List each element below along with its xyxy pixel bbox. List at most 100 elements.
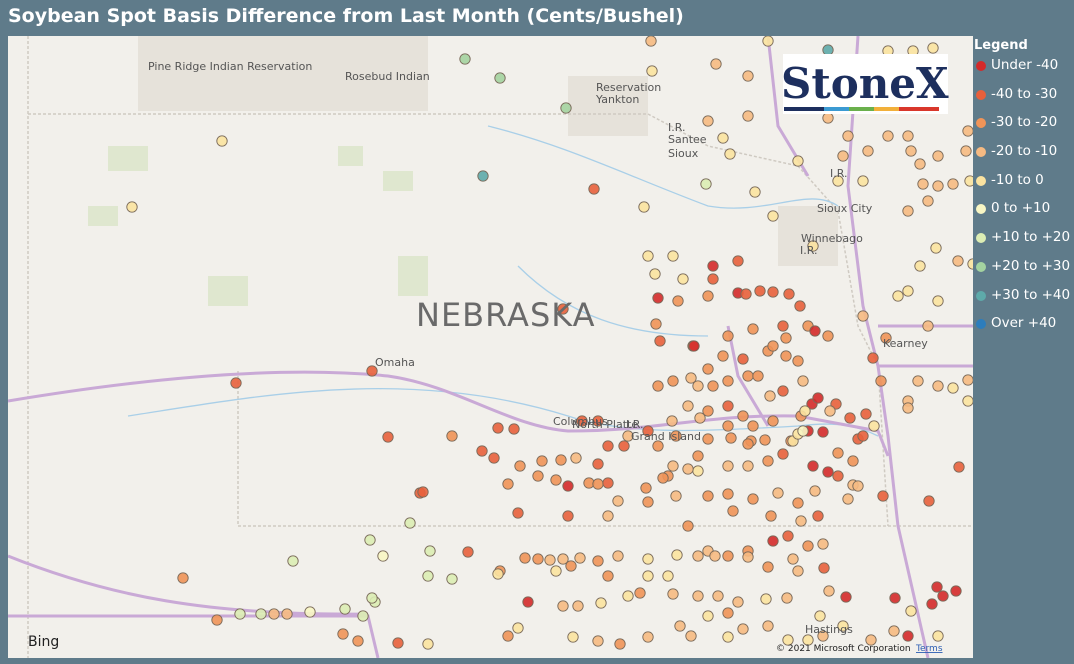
location-dot[interactable] — [857, 175, 869, 187]
location-dot[interactable] — [762, 620, 774, 632]
location-dot[interactable] — [682, 400, 694, 412]
location-dot[interactable] — [382, 431, 394, 443]
location-dot[interactable] — [780, 350, 792, 362]
location-dot[interactable] — [707, 380, 719, 392]
location-dot[interactable] — [702, 363, 714, 375]
terms[interactable]: Terms — [915, 644, 943, 654]
location-dot[interactable] — [652, 440, 664, 452]
location-dot[interactable] — [532, 553, 544, 565]
location-dot[interactable] — [560, 102, 572, 114]
location-dot[interactable] — [612, 550, 624, 562]
location-dot[interactable] — [782, 634, 794, 646]
location-dot[interactable] — [417, 486, 429, 498]
location-dot[interactable] — [657, 472, 669, 484]
location-dot[interactable] — [724, 148, 736, 160]
location-dot[interactable] — [782, 530, 794, 542]
location-dot[interactable] — [692, 550, 704, 562]
location-dot[interactable] — [562, 480, 574, 492]
location-dot[interactable] — [817, 538, 829, 550]
location-dot[interactable] — [760, 593, 772, 605]
location-dot[interactable] — [818, 562, 830, 574]
location-dot[interactable] — [832, 447, 844, 459]
location-dot[interactable] — [337, 628, 349, 640]
location-dot[interactable] — [947, 382, 959, 394]
location-dot[interactable] — [682, 463, 694, 475]
location-dot[interactable] — [777, 320, 789, 332]
location-dot[interactable] — [694, 412, 706, 424]
location-dot[interactable] — [640, 482, 652, 494]
location-dot[interactable] — [922, 320, 934, 332]
location-dot[interactable] — [882, 130, 894, 142]
legend-item[interactable]: +10 to +20 — [974, 229, 1070, 258]
location-dot[interactable] — [865, 634, 877, 646]
location-dot[interactable] — [642, 250, 654, 262]
location-dot[interactable] — [287, 555, 299, 567]
location-dot[interactable] — [592, 555, 604, 567]
location-dot[interactable] — [842, 130, 854, 142]
location-dot[interactable] — [847, 455, 859, 467]
location-dot[interactable] — [592, 415, 604, 427]
location-dot[interactable] — [737, 623, 749, 635]
location-dot[interactable] — [592, 478, 604, 490]
location-dot[interactable] — [862, 145, 874, 157]
location-dot[interactable] — [727, 505, 739, 517]
location-dot[interactable] — [702, 610, 714, 622]
location-dot[interactable] — [670, 490, 682, 502]
location-dot[interactable] — [777, 385, 789, 397]
location-dot[interactable] — [794, 300, 806, 312]
location-dot[interactable] — [654, 335, 666, 347]
location-dot[interactable] — [595, 597, 607, 609]
location-dot[interactable] — [809, 485, 821, 497]
location-dot[interactable] — [492, 422, 504, 434]
location-dot[interactable] — [710, 58, 722, 70]
location-dot[interactable] — [688, 340, 700, 352]
location-dot[interactable] — [930, 242, 942, 254]
location-dot[interactable] — [216, 135, 228, 147]
location-dot[interactable] — [544, 554, 556, 566]
location-dot[interactable] — [652, 292, 664, 304]
location-dot[interactable] — [476, 445, 488, 457]
location-dot[interactable] — [799, 405, 811, 417]
location-dot[interactable] — [722, 460, 734, 472]
location-dot[interactable] — [702, 290, 714, 302]
location-dot[interactable] — [742, 370, 754, 382]
location-dot[interactable] — [792, 155, 804, 167]
location-dot[interactable] — [642, 553, 654, 565]
location-dot[interactable] — [795, 515, 807, 527]
location-dot[interactable] — [565, 560, 577, 572]
location-dot[interactable] — [588, 183, 600, 195]
location-dot[interactable] — [867, 352, 879, 364]
location-dot[interactable] — [762, 36, 774, 47]
location-dot[interactable] — [570, 452, 582, 464]
location-dot[interactable] — [634, 587, 646, 599]
location-dot[interactable] — [764, 390, 776, 402]
location-dot[interactable] — [802, 634, 814, 646]
location-dot[interactable] — [126, 201, 138, 213]
location-dot[interactable] — [912, 375, 924, 387]
location-dot[interactable] — [662, 570, 674, 582]
location-dot[interactable] — [268, 608, 280, 620]
location-dot[interactable] — [642, 496, 654, 508]
location-dot[interactable] — [508, 423, 520, 435]
location-dot[interactable] — [762, 455, 774, 467]
location-dot[interactable] — [767, 535, 779, 547]
location-dot[interactable] — [888, 625, 900, 637]
location-dot[interactable] — [638, 201, 650, 213]
location-dot[interactable] — [567, 631, 579, 643]
legend-item[interactable]: -30 to -20 — [974, 114, 1070, 143]
location-dot[interactable] — [797, 425, 809, 437]
location-dot[interactable] — [917, 178, 929, 190]
location-dot[interactable] — [767, 415, 779, 427]
location-dot[interactable] — [211, 614, 223, 626]
location-dot[interactable] — [576, 415, 588, 427]
location-dot[interactable] — [707, 260, 719, 272]
location-dot[interactable] — [737, 410, 749, 422]
location-dot[interactable] — [422, 638, 434, 650]
location-dot[interactable] — [807, 240, 819, 252]
location-dot[interactable] — [852, 480, 864, 492]
location-dot[interactable] — [947, 178, 959, 190]
location-dot[interactable] — [792, 565, 804, 577]
location-dot[interactable] — [923, 495, 935, 507]
location-dot[interactable] — [667, 375, 679, 387]
location-dot[interactable] — [304, 606, 316, 618]
